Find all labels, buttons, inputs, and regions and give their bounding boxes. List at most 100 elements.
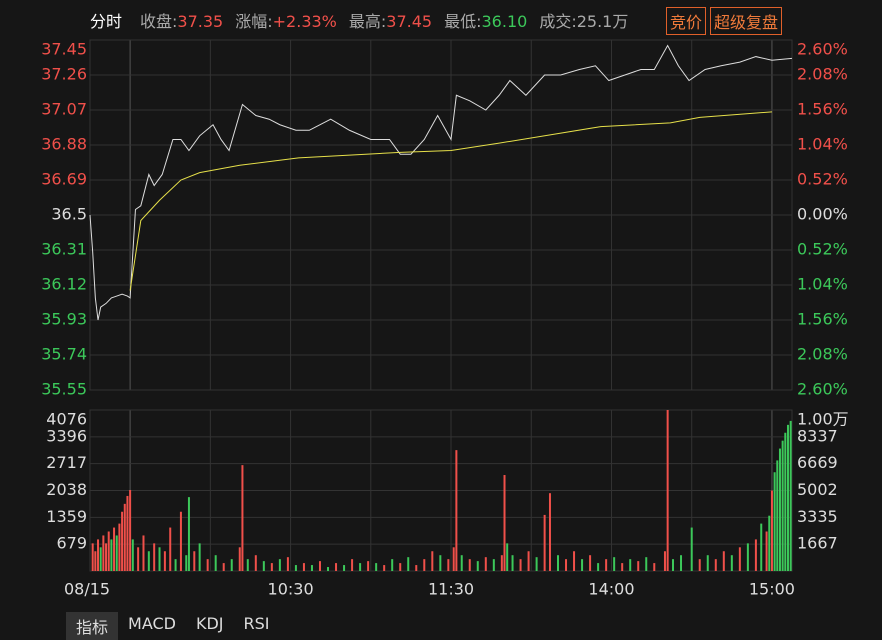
- y-tick-label: 37.26: [41, 65, 87, 84]
- volume-bar: [302, 563, 305, 571]
- volume-bar: [431, 551, 434, 571]
- volume-bar: [187, 497, 190, 571]
- volume-bar: [746, 543, 749, 571]
- volume-bar: [637, 561, 640, 571]
- volume-bar: [123, 503, 126, 571]
- volume-bar: [115, 535, 118, 571]
- volume-bar: [246, 559, 249, 571]
- price-line: [89, 44, 793, 321]
- chart: 35.55 35.74 35.93 36.12 36.31 36.5 36.69 36.88 3…: [41, 39, 849, 599]
- volume-bar: [99, 547, 102, 571]
- volume-bar: [391, 559, 394, 571]
- volume-bar: [492, 559, 495, 571]
- y2-tick-label: 1667: [797, 534, 838, 553]
- y2-tick-label: 1.04%: [797, 275, 848, 294]
- volume-bar: [781, 440, 784, 571]
- tab[interactable]: 指标: [66, 612, 119, 640]
- stat-value: 37.45: [386, 12, 433, 31]
- y-tick-label: 37.07: [41, 100, 87, 119]
- volume-bar: [738, 547, 741, 571]
- y-tick-label: 37.45: [41, 40, 87, 59]
- volume-bar: [343, 565, 346, 571]
- volume-bar: [765, 531, 768, 571]
- stat-label: 成交:: [539, 12, 577, 31]
- volume-bar: [714, 559, 717, 571]
- stat-value: 25.1万: [576, 12, 629, 31]
- volume-bar: [581, 559, 584, 571]
- button[interactable]: 竞价: [666, 7, 707, 35]
- volume-bar: [118, 523, 121, 571]
- volume-bar: [666, 410, 669, 571]
- volume-bar: [270, 563, 273, 571]
- y2-tick-label: 0.52%: [797, 170, 848, 189]
- stat-value: +2.33%: [272, 12, 337, 31]
- volume-bar: [468, 559, 471, 571]
- volume-bar: [121, 511, 124, 571]
- y2-tick-label: 1.04%: [797, 135, 848, 154]
- y-tick-label: 1359: [46, 507, 87, 526]
- y-tick-label: 2038: [46, 480, 87, 499]
- volume-bar: [153, 543, 156, 571]
- y2-tick-label: 0.00%: [797, 205, 848, 224]
- volume-bar: [519, 559, 522, 571]
- y2-tick-label: 5002: [797, 480, 838, 499]
- volume-bar: [484, 557, 487, 571]
- x-tick-label: 15:00: [749, 580, 795, 599]
- volume-bar: [359, 563, 362, 571]
- stat-label: 收盘:: [140, 12, 178, 31]
- volume-bar: [698, 559, 701, 571]
- volume-bar: [597, 563, 600, 571]
- volume-bar: [254, 555, 257, 571]
- stat: 收盘:37.35: [140, 8, 223, 32]
- stat: 涨幅:+2.33%: [235, 8, 337, 32]
- volume-bar: [94, 551, 97, 571]
- volume-bar: [110, 539, 113, 571]
- y2-tick-label: 6669: [797, 453, 838, 472]
- buttons: 竞价 超级复盘: [666, 7, 783, 35]
- volume-bar: [174, 559, 177, 571]
- volume-bar: [169, 527, 172, 571]
- volume-bar: [439, 555, 442, 571]
- volume-bar: [163, 551, 166, 571]
- y2-tick-label: 2.08%: [797, 345, 848, 364]
- price-line: [129, 111, 772, 291]
- volume-bar: [760, 523, 763, 571]
- y2-tick-label: 0.52%: [797, 240, 848, 259]
- stat: 最高:37.45: [349, 8, 432, 32]
- volume-bar: [653, 563, 656, 571]
- volume-bar: [407, 557, 410, 571]
- volume-bar: [527, 551, 530, 571]
- volume-bar: [706, 555, 709, 571]
- volume-bar: [262, 561, 265, 571]
- tab[interactable]: KDJ: [195, 614, 224, 633]
- y-tick-label: 35.74: [41, 345, 87, 364]
- tab[interactable]: RSI: [243, 614, 270, 633]
- volume-bar: [198, 543, 201, 571]
- button[interactable]: 超级复盘: [710, 7, 783, 35]
- volume-bar: [500, 555, 503, 571]
- volume-bar: [375, 563, 378, 571]
- y2-tick-label: 3335: [797, 507, 838, 526]
- stat-label: 最高:: [348, 12, 387, 31]
- volume-bar: [126, 495, 129, 571]
- volume-bar: [786, 424, 789, 571]
- y-tick-label: 2717: [46, 453, 87, 472]
- volume-bar: [557, 555, 559, 571]
- y2-tick-label: 2.60%: [797, 40, 848, 59]
- volume-bar: [768, 515, 771, 571]
- volume-bar: [543, 514, 546, 571]
- stat: 成交:25.1万: [539, 8, 628, 32]
- volume-bar: [318, 561, 321, 571]
- volume-bar: [621, 563, 624, 571]
- volume-bar: [241, 465, 244, 571]
- volume-bar: [423, 559, 426, 571]
- volume-bar: [778, 448, 781, 571]
- volume-bar: [107, 531, 110, 571]
- volume-bar: [91, 543, 94, 571]
- volume-bar: [102, 535, 105, 571]
- volume-bar: [503, 475, 506, 571]
- y-tick-label: 36.88: [41, 135, 87, 154]
- volume-bar: [548, 493, 551, 571]
- volume-bar: [455, 450, 458, 571]
- tab[interactable]: MACD: [128, 614, 176, 633]
